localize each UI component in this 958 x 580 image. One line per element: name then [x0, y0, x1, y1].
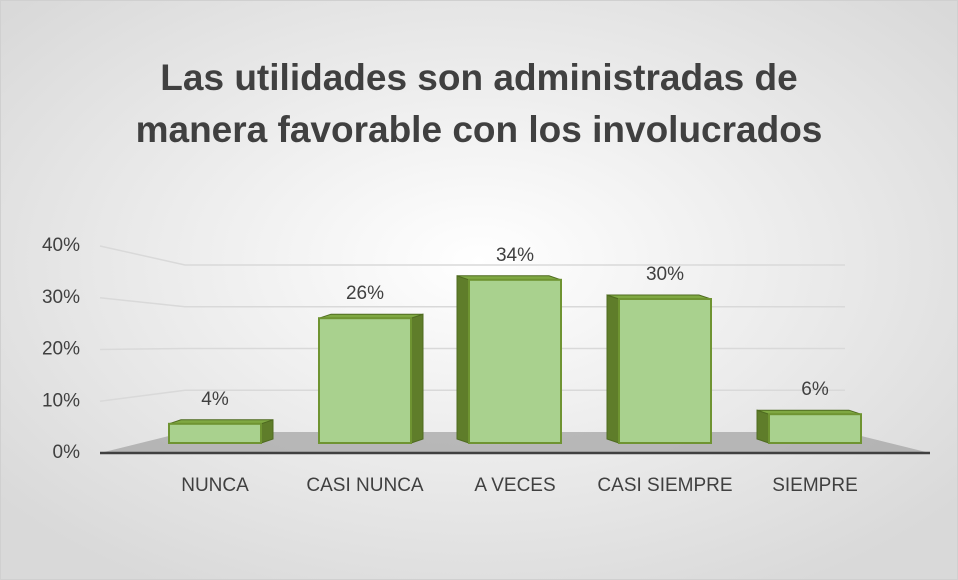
bar-side — [410, 313, 424, 444]
y-tick-label: 10% — [42, 390, 80, 411]
value-label: 34% — [496, 245, 534, 266]
x-tick-label: NUNCA — [181, 475, 249, 496]
y-tick-label: 40% — [42, 235, 80, 256]
x-tick-label: SIEMPRE — [772, 475, 858, 496]
bar — [618, 298, 712, 444]
y-tick-label: 20% — [42, 339, 80, 360]
x-tick-label: A VECES — [474, 475, 555, 496]
bar — [318, 317, 412, 445]
value-label: 4% — [201, 389, 229, 410]
value-label: 26% — [346, 283, 384, 304]
grid-line — [99, 245, 845, 266]
value-label: 6% — [801, 379, 829, 400]
y-tick-label: 30% — [42, 287, 80, 308]
bar-side — [456, 275, 470, 444]
bar — [168, 422, 262, 444]
bar — [468, 278, 562, 444]
bar-side — [756, 409, 770, 444]
value-label: 30% — [646, 264, 684, 285]
bar — [768, 413, 862, 445]
x-tick-label: CASI NUNCA — [306, 475, 424, 496]
x-tick-label: CASI SIEMPRE — [597, 475, 732, 496]
bar-side — [606, 294, 620, 444]
y-tick-label: 0% — [53, 442, 81, 463]
chart-title: Las utilidades son administradas de maner… — [136, 57, 823, 150]
